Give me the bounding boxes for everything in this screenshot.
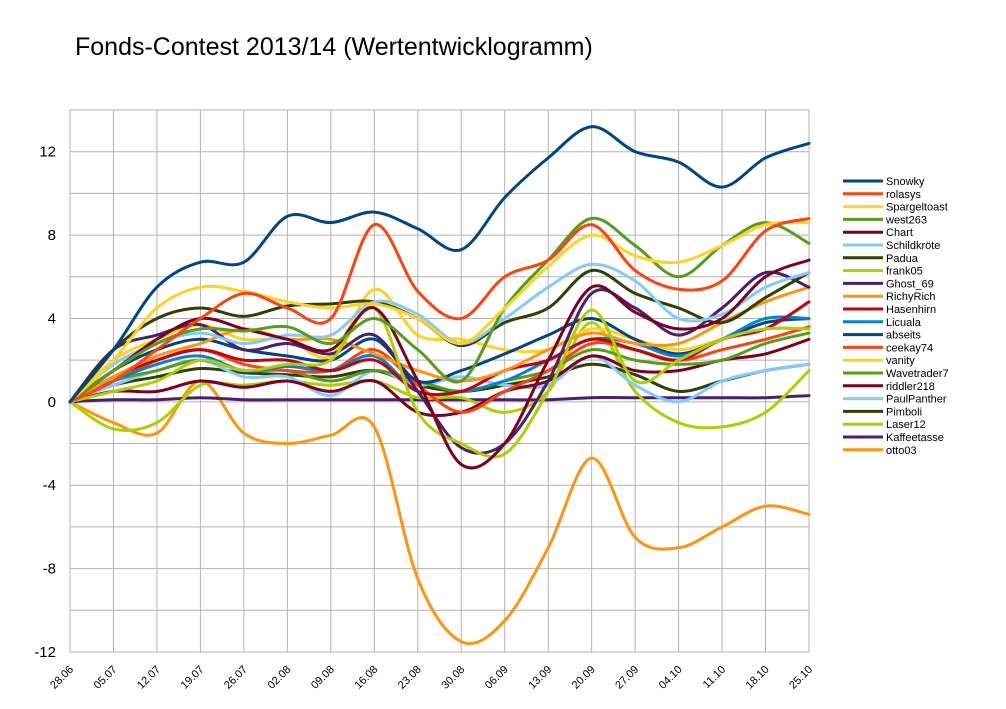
- x-tick-label: 19.07: [179, 664, 207, 692]
- legend-label-wavetrader7: Wavetrader7: [886, 368, 949, 380]
- legend-label-ceekay74: ceekay74: [886, 342, 933, 354]
- series-line-kaffeetasse: [68, 394, 811, 404]
- x-tick-label: 18.10: [744, 664, 772, 692]
- series-layer: [68, 125, 811, 645]
- series-line-ghost-69: [68, 270, 811, 455]
- legend-label-abseits: abseits: [886, 330, 921, 342]
- series-line-rolasys: [68, 216, 811, 404]
- series-line-snowky: [68, 125, 811, 404]
- legend-label-licuala: Licuala: [886, 317, 922, 329]
- legend-label-rolasys: rolasys: [886, 189, 921, 201]
- y-tick-label: 8: [48, 227, 56, 244]
- x-tick-label: 28.06: [48, 664, 76, 692]
- x-tick-label: 26.07: [222, 664, 250, 692]
- series-line-pimboli: [68, 362, 811, 404]
- x-tick-label: 16.08: [352, 664, 380, 692]
- legend-label-riddler218: riddler218: [886, 381, 935, 393]
- series-line-riddler218: [68, 337, 811, 418]
- x-tick-label: 11.10: [701, 664, 728, 691]
- legend-label-richyrich: RichyRich: [886, 291, 936, 303]
- x-tick-label: 23.08: [396, 664, 424, 692]
- y-tick-label: 4: [48, 310, 56, 327]
- legend-label-vanity: vanity: [886, 355, 915, 367]
- x-tick-label: 20.09: [570, 664, 598, 692]
- legend-label-schildkr-te: Schildkröte: [886, 240, 940, 252]
- legend-label-laser12: Laser12: [886, 419, 926, 431]
- x-tick-label: 02.08: [266, 664, 294, 692]
- legend-label-padua: Padua: [886, 253, 919, 265]
- x-tick-label: 06.09: [483, 664, 511, 692]
- legend-label-frank05: frank05: [886, 266, 923, 278]
- x-tick-label: 05.07: [92, 664, 120, 692]
- x-tick-label: 27.09: [613, 664, 641, 692]
- y-tick-label: 12: [39, 144, 56, 161]
- legend-label-kaffeetasse: Kaffeetasse: [886, 432, 944, 444]
- series-line-west263: [68, 216, 811, 404]
- x-tick-label: 25.10: [787, 664, 815, 692]
- legend-label-otto03: otto03: [886, 445, 917, 457]
- x-tick-label: 04.10: [657, 664, 685, 692]
- legend-label-west263: west263: [885, 214, 927, 226]
- legend: SnowkyrolasysSpargeltoastwest263ChartSch…: [843, 176, 949, 457]
- series-line-spargeltoast: [68, 220, 811, 404]
- x-tick-label: 09.08: [309, 664, 337, 692]
- legend-label-chart: Chart: [886, 227, 913, 239]
- series-line-frank05: [68, 305, 811, 459]
- legend-label-ghost-69: Ghost_69: [886, 278, 934, 290]
- x-tick-label: 30.08: [439, 664, 467, 692]
- x-tick-label: 12.07: [135, 664, 163, 692]
- legend-label-snowky: Snowky: [886, 176, 925, 188]
- legend-label-hasenhirn: Hasenhirn: [886, 304, 936, 316]
- y-tick-label: -12: [34, 644, 56, 661]
- legend-label-pimboli: Pimboli: [886, 406, 922, 418]
- legend-label-spargeltoast: Spargeltoast: [886, 202, 948, 214]
- series-line-abseits: [68, 316, 811, 404]
- y-tick-label: -8: [43, 561, 56, 578]
- y-tick-label: -4: [43, 477, 56, 494]
- y-tick-label: 0: [48, 394, 56, 411]
- x-tick-label: 13.09: [526, 664, 554, 692]
- series-line-richyrich: [68, 285, 811, 404]
- chart-title: Fonds-Contest 2013/14 (Wertentwicklogram…: [75, 33, 593, 61]
- legend-label-paulpanther: PaulPanther: [886, 394, 947, 406]
- series-line-schildkr-te: [68, 262, 811, 404]
- series-line-laser12: [68, 321, 811, 432]
